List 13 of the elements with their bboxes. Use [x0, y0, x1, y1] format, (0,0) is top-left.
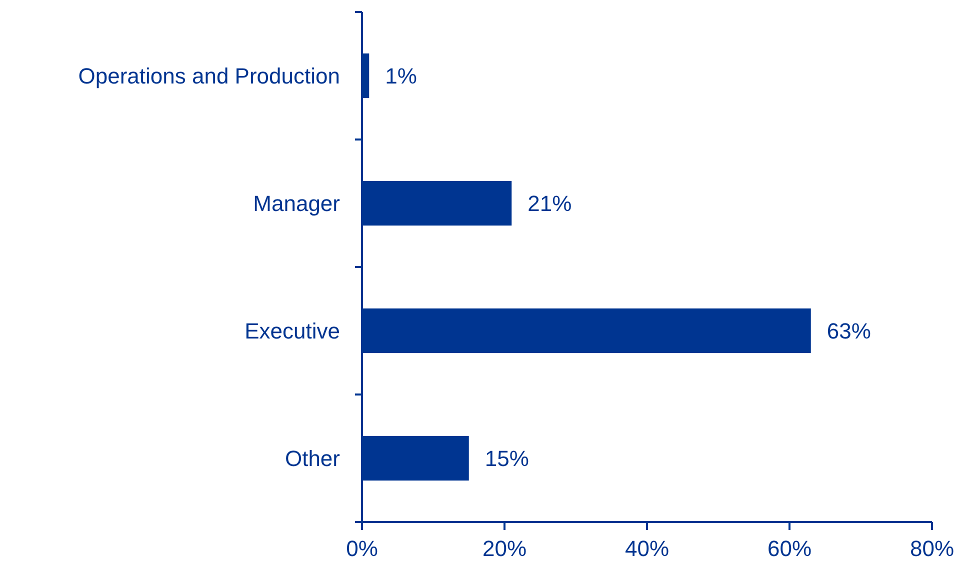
data-label: 63% — [826, 318, 871, 344]
x-tick-label: 40% — [624, 536, 670, 562]
y-tick-label: Other — [284, 446, 340, 471]
x-tick-label: 80% — [910, 536, 954, 562]
y-tick-label: Operations and Production — [78, 63, 340, 88]
x-tick-label: 0% — [346, 536, 378, 562]
y-tick-label: Manager — [253, 190, 340, 216]
data-label: 21% — [528, 190, 572, 216]
y-tick-label: Executive — [244, 318, 340, 344]
data-label: 15% — [484, 446, 529, 471]
data-label: 1% — [385, 63, 417, 88]
x-tick-label: 20% — [482, 536, 527, 562]
x-tick-label: 60% — [767, 536, 812, 562]
